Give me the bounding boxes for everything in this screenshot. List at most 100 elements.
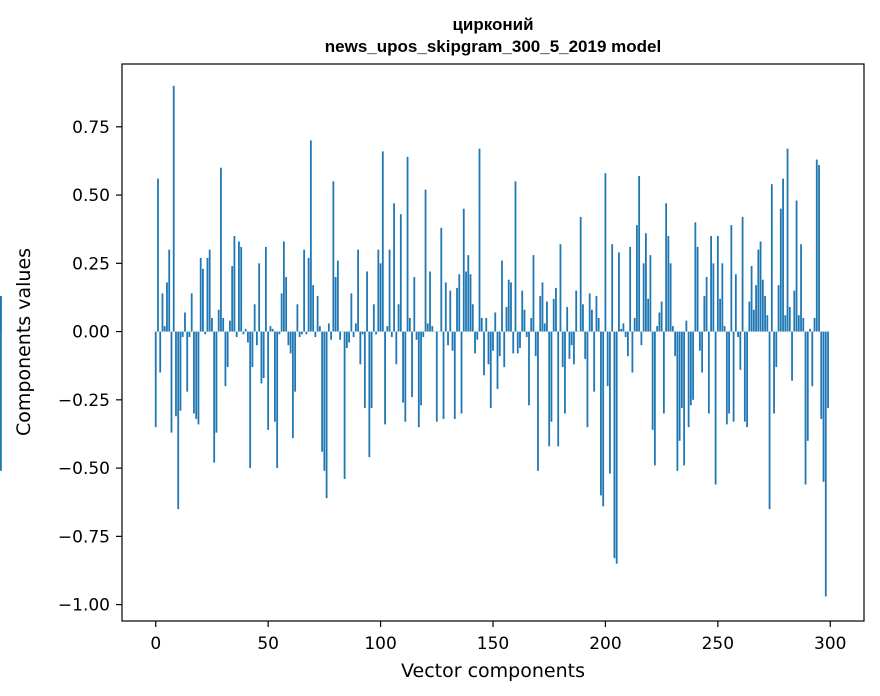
bar bbox=[766, 315, 769, 332]
bar bbox=[647, 298, 650, 332]
bar bbox=[806, 331, 809, 441]
bar bbox=[458, 274, 461, 332]
bar bbox=[541, 282, 544, 332]
bar bbox=[240, 246, 243, 332]
bar bbox=[476, 331, 479, 340]
bar bbox=[296, 304, 299, 332]
bar bbox=[519, 331, 521, 348]
y-tick-label: −0.50 bbox=[58, 459, 110, 479]
bar bbox=[229, 320, 231, 332]
bar bbox=[384, 331, 386, 425]
bar bbox=[408, 317, 411, 332]
bar bbox=[757, 249, 760, 332]
bar bbox=[235, 331, 238, 338]
bar bbox=[827, 331, 829, 409]
bar bbox=[377, 249, 380, 332]
bar bbox=[395, 331, 398, 365]
bar bbox=[714, 331, 717, 485]
bar bbox=[350, 293, 353, 332]
bar bbox=[291, 331, 294, 439]
bar bbox=[669, 263, 672, 332]
bar bbox=[265, 246, 267, 332]
bar bbox=[312, 285, 315, 332]
bar bbox=[474, 331, 476, 354]
chart-subtitle: news_upos_skipgram_300_5_2019 model bbox=[325, 37, 661, 56]
bar bbox=[755, 285, 757, 332]
bar bbox=[620, 328, 623, 332]
bar bbox=[636, 225, 638, 332]
bar bbox=[507, 279, 510, 332]
bar bbox=[251, 331, 254, 368]
bar bbox=[660, 301, 663, 332]
bar bbox=[698, 331, 701, 351]
bar bbox=[197, 331, 200, 425]
bar bbox=[543, 323, 546, 332]
bar bbox=[429, 271, 431, 332]
bar bbox=[206, 257, 209, 332]
bar bbox=[548, 331, 551, 447]
x-tick-label: 50 bbox=[257, 634, 279, 654]
bar bbox=[564, 331, 566, 414]
bar bbox=[274, 331, 276, 422]
bar bbox=[298, 331, 301, 338]
bar bbox=[184, 312, 186, 332]
bar bbox=[289, 331, 292, 354]
bar bbox=[561, 331, 564, 368]
bar bbox=[413, 276, 416, 332]
bar bbox=[782, 178, 784, 332]
bar bbox=[750, 266, 753, 332]
bar bbox=[334, 276, 337, 332]
bar bbox=[444, 282, 447, 332]
bar bbox=[600, 331, 602, 496]
bar bbox=[674, 331, 677, 357]
bar bbox=[271, 328, 274, 332]
bar bbox=[537, 331, 539, 471]
bar bbox=[175, 331, 177, 417]
bar bbox=[797, 315, 800, 332]
bar bbox=[485, 317, 488, 332]
bar bbox=[734, 274, 737, 332]
bar bbox=[366, 271, 368, 332]
bar bbox=[557, 331, 560, 447]
bar bbox=[168, 249, 171, 332]
bar bbox=[379, 263, 382, 332]
bar bbox=[656, 326, 659, 332]
y-tick-label: 0.00 bbox=[72, 323, 110, 343]
bar bbox=[195, 331, 198, 419]
bar bbox=[388, 249, 391, 332]
bar bbox=[179, 331, 182, 411]
bar bbox=[604, 173, 607, 332]
bar bbox=[404, 331, 407, 422]
bar bbox=[323, 331, 326, 471]
bar bbox=[217, 309, 220, 332]
bar bbox=[642, 263, 645, 332]
x-tick-label: 150 bbox=[477, 634, 509, 654]
bar bbox=[166, 282, 168, 332]
bar bbox=[460, 331, 463, 414]
bar bbox=[595, 296, 598, 332]
bar bbox=[815, 159, 818, 332]
bar bbox=[256, 331, 258, 346]
bar bbox=[172, 85, 175, 332]
bar bbox=[262, 331, 265, 378]
bar bbox=[746, 331, 748, 428]
x-tick-label: 100 bbox=[364, 634, 396, 654]
bar bbox=[602, 331, 605, 507]
bar bbox=[435, 331, 438, 422]
bar bbox=[222, 317, 225, 332]
bar bbox=[624, 331, 627, 338]
bar bbox=[208, 249, 211, 332]
bar bbox=[411, 331, 413, 398]
bar bbox=[555, 287, 557, 332]
bar bbox=[231, 266, 234, 332]
bar bbox=[220, 167, 222, 332]
bar bbox=[393, 203, 395, 332]
bar bbox=[573, 331, 575, 365]
bar bbox=[775, 331, 778, 368]
bar bbox=[327, 323, 330, 332]
bar bbox=[224, 331, 227, 387]
bar bbox=[354, 323, 357, 332]
bar bbox=[244, 328, 247, 332]
bar bbox=[818, 165, 820, 332]
